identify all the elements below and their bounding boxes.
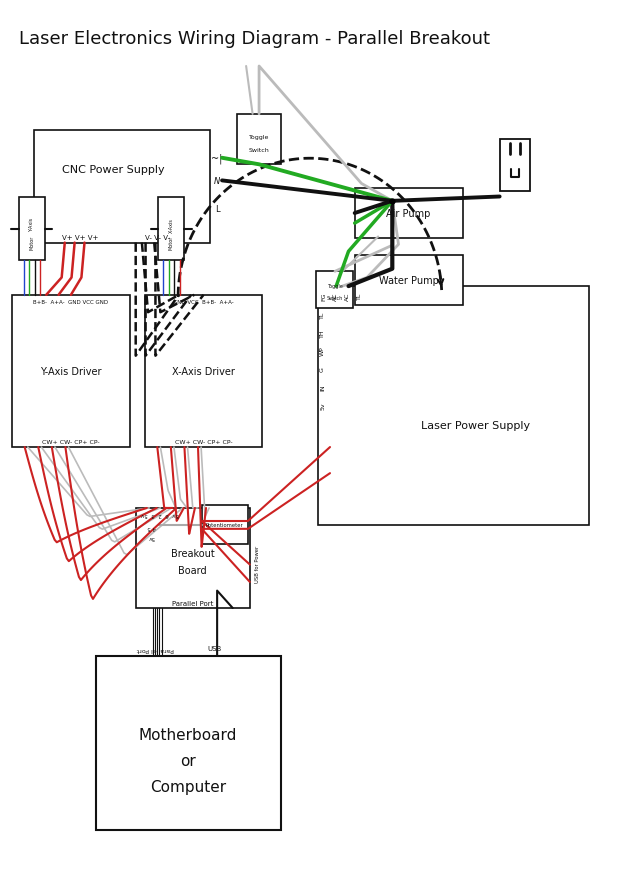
Text: WP: WP xyxy=(320,346,325,356)
Text: TH: TH xyxy=(320,328,325,337)
Text: 4 5: 4 5 xyxy=(147,524,155,529)
Text: Board: Board xyxy=(178,566,207,575)
Bar xyxy=(158,198,184,261)
Text: CNC Power Supply: CNC Power Supply xyxy=(61,165,165,175)
Text: Switch: Switch xyxy=(248,148,270,152)
Text: AC: AC xyxy=(345,292,350,301)
Text: AC: AC xyxy=(333,292,338,301)
Text: or: or xyxy=(180,753,196,768)
Bar xyxy=(19,198,45,261)
Bar xyxy=(318,287,589,526)
Bar xyxy=(355,189,463,239)
Text: X-Axis Driver: X-Axis Driver xyxy=(172,367,235,376)
Bar xyxy=(317,272,353,308)
Text: TL: TL xyxy=(356,292,361,299)
Text: Switch: Switch xyxy=(327,295,343,301)
Text: V+ V+ V+: V+ V+ V+ xyxy=(62,235,98,240)
Text: Parallel Port: Parallel Port xyxy=(137,647,174,652)
Text: 5v: 5v xyxy=(148,534,155,540)
Bar xyxy=(355,255,463,306)
Text: Y-Axis: Y-Axis xyxy=(29,218,34,232)
Bar xyxy=(145,295,262,448)
Text: TL: TL xyxy=(320,311,325,318)
Text: 5v  6  2  3  5v: 5v 6 2 3 5v xyxy=(142,512,179,517)
Text: Toggle: Toggle xyxy=(327,284,343,289)
Text: FG: FG xyxy=(321,292,327,301)
Bar xyxy=(237,115,281,165)
Text: ~|: ~| xyxy=(211,153,223,164)
Bar xyxy=(500,140,530,192)
Text: Breakout: Breakout xyxy=(171,548,215,558)
Text: X-Axis: X-Axis xyxy=(169,217,174,233)
Text: Y-Axis Driver: Y-Axis Driver xyxy=(40,367,102,376)
Text: Computer: Computer xyxy=(150,779,226,794)
Text: GND VCC  B+B-  A+A-: GND VCC B+B- A+A- xyxy=(173,300,234,305)
Text: Potentiometer: Potentiometer xyxy=(206,523,243,527)
Text: CW+ CW- CP+ CP-: CW+ CW- CP+ CP- xyxy=(42,440,100,445)
Text: Water Pump: Water Pump xyxy=(379,275,438,286)
Bar xyxy=(136,508,250,608)
Text: Parallel Port: Parallel Port xyxy=(172,600,214,606)
Text: Laser Electronics Wiring Diagram - Parallel Breakout: Laser Electronics Wiring Diagram - Paral… xyxy=(19,30,489,49)
Text: Toggle: Toggle xyxy=(249,135,270,140)
Text: N: N xyxy=(214,176,220,186)
Text: Motherboard: Motherboard xyxy=(139,726,237,742)
Text: Motor: Motor xyxy=(169,235,174,249)
Text: IN: IN xyxy=(320,384,325,391)
Text: L: L xyxy=(215,205,219,214)
Text: 5v: 5v xyxy=(320,402,325,409)
Text: Laser Power Supply: Laser Power Supply xyxy=(420,421,530,430)
Bar xyxy=(96,656,281,830)
Text: USB for Power: USB for Power xyxy=(255,545,260,582)
Bar xyxy=(202,506,248,545)
Text: Air Pump: Air Pump xyxy=(386,209,431,219)
Text: V- V- V-: V- V- V- xyxy=(145,235,170,240)
Text: G: G xyxy=(320,367,325,372)
Bar xyxy=(34,130,210,243)
Bar xyxy=(12,295,130,448)
Text: B+B-  A+A-  GND VCC GND: B+B- A+A- GND VCC GND xyxy=(34,300,109,305)
Text: USB: USB xyxy=(207,646,222,652)
Text: CW+ CW- CP+ CP-: CW+ CW- CP+ CP- xyxy=(175,440,232,445)
Text: Motor: Motor xyxy=(29,235,34,249)
